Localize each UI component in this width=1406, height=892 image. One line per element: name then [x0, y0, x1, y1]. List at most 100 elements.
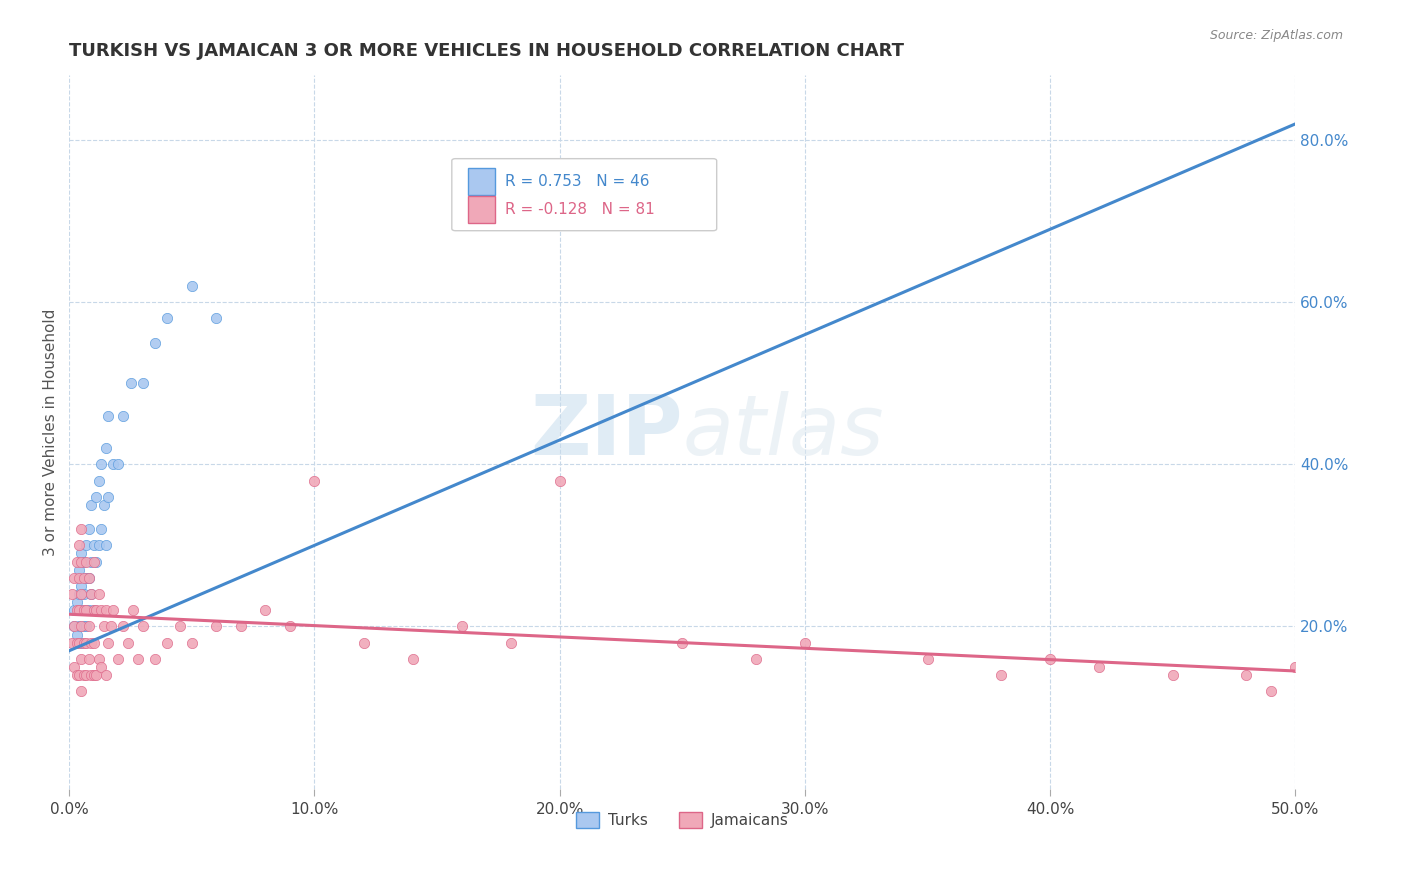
- Point: [67, 587, 90, 601]
- Point: [63, 603, 86, 617]
- Point: [112, 619, 135, 633]
- Point: [1039, 652, 1062, 666]
- Point: [143, 652, 166, 666]
- Point: [83, 603, 105, 617]
- Point: [132, 619, 155, 633]
- Point: [93, 619, 115, 633]
- Point: [127, 652, 149, 666]
- Point: [84, 555, 107, 569]
- Point: [304, 474, 326, 488]
- Point: [84, 603, 107, 617]
- Point: [107, 458, 129, 472]
- Point: [75, 619, 97, 633]
- Text: ZIP: ZIP: [530, 392, 682, 473]
- Point: [65, 595, 87, 609]
- Point: [77, 619, 100, 633]
- Point: [67, 603, 90, 617]
- Point: [80, 587, 103, 601]
- Point: [83, 635, 105, 649]
- Point: [70, 603, 93, 617]
- Text: R = -0.128   N = 81: R = -0.128 N = 81: [505, 202, 654, 217]
- Point: [107, 652, 129, 666]
- Point: [87, 652, 110, 666]
- Point: [70, 684, 93, 698]
- Point: [67, 619, 90, 633]
- Point: [65, 555, 87, 569]
- Point: [77, 603, 100, 617]
- Point: [180, 279, 202, 293]
- Point: [84, 490, 107, 504]
- Point: [75, 603, 97, 617]
- Point: [229, 619, 252, 633]
- Point: [77, 571, 100, 585]
- Point: [97, 490, 120, 504]
- Point: [75, 555, 97, 569]
- Point: [83, 603, 105, 617]
- Point: [671, 635, 693, 649]
- Point: [73, 603, 96, 617]
- Point: [77, 652, 100, 666]
- Point: [90, 522, 112, 536]
- Point: [77, 571, 100, 585]
- Legend: Turks, Jamaicans: Turks, Jamaicans: [569, 806, 794, 834]
- Point: [87, 474, 110, 488]
- Point: [90, 660, 112, 674]
- Point: [1161, 668, 1184, 682]
- Point: [132, 376, 155, 391]
- Point: [60, 635, 83, 649]
- Point: [73, 555, 96, 569]
- Point: [67, 563, 90, 577]
- Point: [100, 619, 122, 633]
- Text: TURKISH VS JAMAICAN 3 OR MORE VEHICLES IN HOUSEHOLD CORRELATION CHART: TURKISH VS JAMAICAN 3 OR MORE VEHICLES I…: [69, 42, 904, 60]
- Point: [70, 619, 93, 633]
- Text: R = 0.753   N = 46: R = 0.753 N = 46: [505, 174, 650, 188]
- FancyBboxPatch shape: [451, 159, 717, 231]
- Point: [548, 474, 571, 488]
- Point: [83, 555, 105, 569]
- Point: [450, 619, 472, 633]
- Point: [70, 522, 93, 536]
- Point: [73, 635, 96, 649]
- Point: [180, 635, 202, 649]
- Point: [77, 522, 100, 536]
- Point: [75, 571, 97, 585]
- Point: [1284, 660, 1306, 674]
- Point: [94, 603, 117, 617]
- FancyBboxPatch shape: [468, 196, 495, 223]
- Point: [75, 603, 97, 617]
- Point: [70, 555, 93, 569]
- Point: [278, 619, 301, 633]
- Point: [73, 571, 96, 585]
- Point: [353, 635, 375, 649]
- Point: [80, 587, 103, 601]
- Point: [499, 635, 522, 649]
- Point: [90, 458, 112, 472]
- Point: [70, 652, 93, 666]
- Point: [67, 571, 90, 585]
- Point: [103, 603, 125, 617]
- Point: [80, 555, 103, 569]
- Point: [63, 660, 86, 674]
- Point: [63, 571, 86, 585]
- Point: [67, 538, 90, 552]
- Point: [83, 668, 105, 682]
- Point: [75, 635, 97, 649]
- Point: [156, 311, 179, 326]
- Point: [70, 635, 93, 649]
- Point: [65, 627, 87, 641]
- Point: [70, 587, 93, 601]
- Point: [70, 546, 93, 560]
- Text: Source: ZipAtlas.com: Source: ZipAtlas.com: [1209, 29, 1343, 42]
- Point: [794, 635, 817, 649]
- Point: [65, 668, 87, 682]
- Point: [143, 335, 166, 350]
- Point: [117, 635, 139, 649]
- Point: [156, 635, 179, 649]
- Point: [254, 603, 277, 617]
- Point: [917, 652, 939, 666]
- Point: [63, 619, 86, 633]
- Point: [75, 668, 97, 682]
- Point: [122, 603, 145, 617]
- Point: [401, 652, 423, 666]
- Point: [84, 668, 107, 682]
